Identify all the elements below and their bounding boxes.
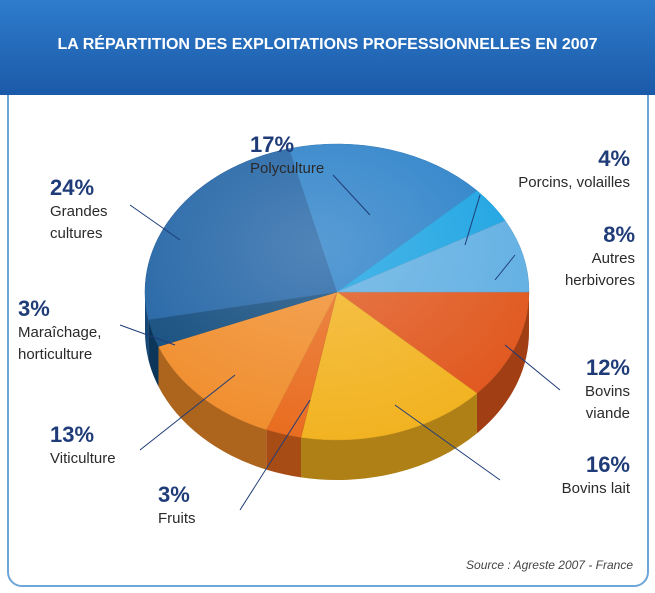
category-label: Bovins lait	[561, 480, 630, 497]
category-label: Grandes cultures	[50, 203, 108, 242]
percent-label: 13%	[50, 422, 95, 447]
leader-line	[129, 204, 181, 241]
slice-label: 13% Viticulture	[50, 422, 170, 470]
percent-label: 24%	[50, 175, 95, 200]
category-label: Maraîchage, horticulture	[18, 324, 102, 363]
leader-line	[139, 374, 236, 451]
leader-line	[464, 194, 481, 246]
percent-label: 17%	[250, 132, 295, 157]
percent-label: 8%	[603, 222, 635, 247]
percent-label: 16%	[585, 452, 630, 477]
percent-label: 4%	[598, 146, 630, 171]
percent-label: 12%	[585, 355, 630, 380]
slice-label: 12% Bovins viande	[540, 355, 630, 425]
category-label: Fruits	[158, 510, 196, 527]
source-note: Source : Agreste 2007 - France	[466, 558, 633, 572]
percent-label: 3%	[158, 482, 190, 507]
slice-label: 17% Polyculture	[250, 132, 380, 180]
slice-label: 3% Maraîchage, horticulture	[18, 296, 130, 366]
leader-line	[119, 324, 176, 346]
header-band	[0, 0, 655, 95]
slice-label: 8% Autres herbivores	[543, 222, 635, 292]
category-label: Polyculture	[250, 160, 325, 177]
category-label: Porcins, volailles	[518, 174, 630, 191]
slice-side	[266, 429, 302, 478]
slice-label: 16% Bovins lait	[490, 452, 630, 500]
leader-line	[394, 404, 501, 481]
category-label: Viticulture	[50, 450, 116, 467]
category-label: Bovins viande	[584, 383, 630, 422]
slice-label: 4% Porcins, volailles	[470, 146, 630, 194]
leader-line	[504, 344, 561, 391]
slice-label: 24% Grandes cultures	[50, 175, 140, 245]
category-label: Autres herbivores	[564, 250, 635, 289]
leader-line	[239, 399, 311, 511]
slice-label: 3% Fruits	[158, 482, 258, 530]
leader-line	[494, 254, 516, 281]
chart-title: LA RÉPARTITION DES EXPLOITATIONS PROFESS…	[57, 36, 598, 53]
leader-line	[332, 174, 371, 216]
percent-label: 3%	[18, 296, 50, 321]
